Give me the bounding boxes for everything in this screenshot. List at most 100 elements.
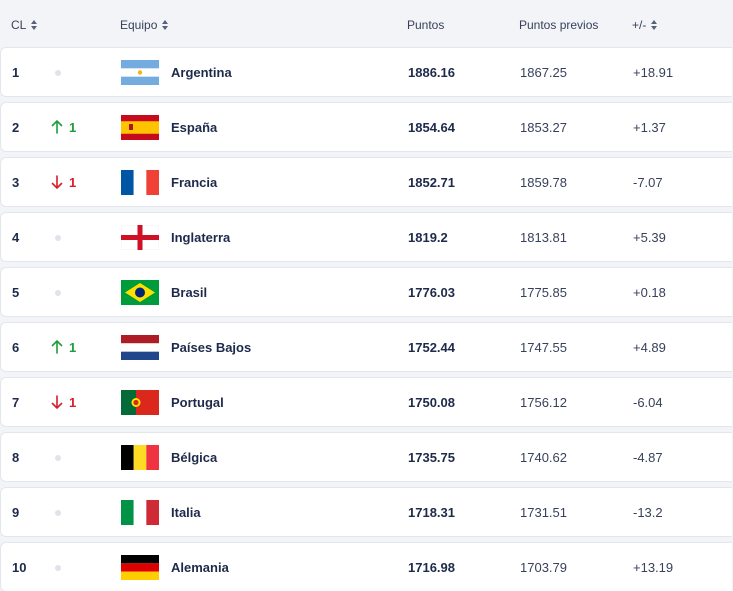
previous-points: 1740.62 <box>520 449 567 465</box>
points: 1750.08 <box>408 394 455 410</box>
arrow-up-icon <box>51 340 63 354</box>
previous-points: 1813.81 <box>520 229 567 245</box>
header-team-label: Equipo <box>120 18 158 32</box>
italy-flag-icon[interactable] <box>121 500 159 525</box>
points: 1886.16 <box>408 64 455 80</box>
points-diff: +5.39 <box>633 229 666 245</box>
previous-points: 1859.78 <box>520 174 567 190</box>
table-row[interactable]: 4 Inglaterra 1819.2 1813.81 +5.39 <box>0 212 732 262</box>
argentina-flag-icon[interactable] <box>121 60 159 85</box>
rank: 8 <box>12 449 20 465</box>
rank: 9 <box>12 504 20 520</box>
position-change: 1 <box>51 158 76 206</box>
header-points: Puntos <box>407 18 444 32</box>
position-change-value: 1 <box>69 394 77 410</box>
position-change-value: 1 <box>69 339 77 355</box>
points-diff: +13.19 <box>633 559 674 575</box>
spain-flag-icon[interactable] <box>121 115 159 140</box>
no-change-dot-icon <box>55 290 61 296</box>
team-name[interactable]: Brasil <box>171 284 208 300</box>
header-rank-label: CL <box>11 18 27 32</box>
points: 1735.75 <box>408 449 455 465</box>
no-change-dot-icon <box>55 455 61 461</box>
table-row[interactable]: 2 1 España 1854.64 1853.27 +1.37 <box>0 102 732 152</box>
header-rank[interactable]: CL <box>11 18 38 32</box>
points-diff: -4.87 <box>633 449 663 465</box>
points-diff: -6.04 <box>633 394 663 410</box>
team-name[interactable]: Alemania <box>171 559 229 575</box>
position-change: 1 <box>51 378 76 426</box>
no-change-dot-icon <box>55 235 61 241</box>
table-header: CL Equipo Puntos Puntos previos +/- <box>0 0 733 47</box>
points-diff: -13.2 <box>633 504 663 520</box>
table-row[interactable]: 8 Bélgica 1735.75 1740.62 -4.87 <box>0 432 732 482</box>
points: 1752.44 <box>408 339 455 355</box>
position-change: 1 <box>51 103 76 151</box>
rank: 5 <box>12 284 20 300</box>
team-name[interactable]: Francia <box>171 174 218 190</box>
table-row[interactable]: 3 1 Francia 1852.71 1859.78 -7.07 <box>0 157 732 207</box>
brazil-flag-icon[interactable] <box>121 280 159 305</box>
points: 1718.31 <box>408 504 455 520</box>
header-prev-points: Puntos previos <box>519 18 598 32</box>
points: 1819.2 <box>408 229 448 245</box>
position-change-value: 1 <box>69 119 77 135</box>
points: 1716.98 <box>408 559 455 575</box>
rank: 1 <box>12 64 20 80</box>
rank: 10 <box>12 559 27 575</box>
points: 1852.71 <box>408 174 455 190</box>
points: 1776.03 <box>408 284 455 300</box>
previous-points: 1867.25 <box>520 64 567 80</box>
belgium-flag-icon[interactable] <box>121 445 159 470</box>
header-points-label: Puntos <box>407 18 445 32</box>
position-change: 1 <box>51 323 76 371</box>
rank: 2 <box>12 119 20 135</box>
points-diff: +0.18 <box>633 284 666 300</box>
table-row[interactable]: 9 Italia 1718.31 1731.51 -13.2 <box>0 487 732 537</box>
team-name[interactable]: Portugal <box>171 394 224 410</box>
arrow-up-icon <box>51 120 63 134</box>
table-row[interactable]: 7 1 Portugal 1750.08 1756.12 -6.04 <box>0 377 732 427</box>
points-diff: +18.91 <box>633 64 674 80</box>
team-name[interactable]: Bélgica <box>171 449 218 465</box>
team-name[interactable]: Italia <box>171 504 201 520</box>
rank: 4 <box>12 229 20 245</box>
netherlands-flag-icon[interactable] <box>121 335 159 360</box>
header-diff-label: +/- <box>632 18 647 32</box>
england-flag-icon[interactable] <box>121 225 159 250</box>
arrow-down-icon <box>51 175 63 189</box>
rank: 7 <box>12 394 20 410</box>
header-prev-label: Puntos previos <box>519 18 599 32</box>
no-change-dot-icon <box>55 565 61 571</box>
points-diff: +1.37 <box>633 119 666 135</box>
previous-points: 1775.85 <box>520 284 567 300</box>
sort-icon[interactable] <box>30 19 38 31</box>
previous-points: 1853.27 <box>520 119 567 135</box>
portugal-flag-icon[interactable] <box>121 390 159 415</box>
team-name[interactable]: Países Bajos <box>171 339 252 355</box>
table-row[interactable]: 6 1 Países Bajos 1752.44 1747.55 +4.89 <box>0 322 732 372</box>
team-name[interactable]: Argentina <box>171 64 232 80</box>
previous-points: 1747.55 <box>520 339 567 355</box>
france-flag-icon[interactable] <box>121 170 159 195</box>
team-name[interactable]: España <box>171 119 218 135</box>
table-row[interactable]: 5 Brasil 1776.03 1775.85 +0.18 <box>0 267 732 317</box>
position-change-value: 1 <box>69 174 77 190</box>
header-diff[interactable]: +/- <box>632 18 658 32</box>
team-name[interactable]: Inglaterra <box>171 229 231 245</box>
germany-flag-icon[interactable] <box>121 555 159 580</box>
points: 1854.64 <box>408 119 455 135</box>
rank: 6 <box>12 339 20 355</box>
rank: 3 <box>12 174 20 190</box>
table-row[interactable]: 10 Alemania 1716.98 1703.79 +13.19 <box>0 542 732 591</box>
sort-icon[interactable] <box>161 19 169 31</box>
previous-points: 1731.51 <box>520 504 567 520</box>
no-change-dot-icon <box>55 510 61 516</box>
header-team[interactable]: Equipo <box>120 18 169 32</box>
points-diff: -7.07 <box>633 174 663 190</box>
sort-icon[interactable] <box>650 19 658 31</box>
table-row[interactable]: 1 Argentina 1886.16 1867.25 +18.91 <box>0 47 732 97</box>
previous-points: 1703.79 <box>520 559 567 575</box>
no-change-dot-icon <box>55 70 61 76</box>
